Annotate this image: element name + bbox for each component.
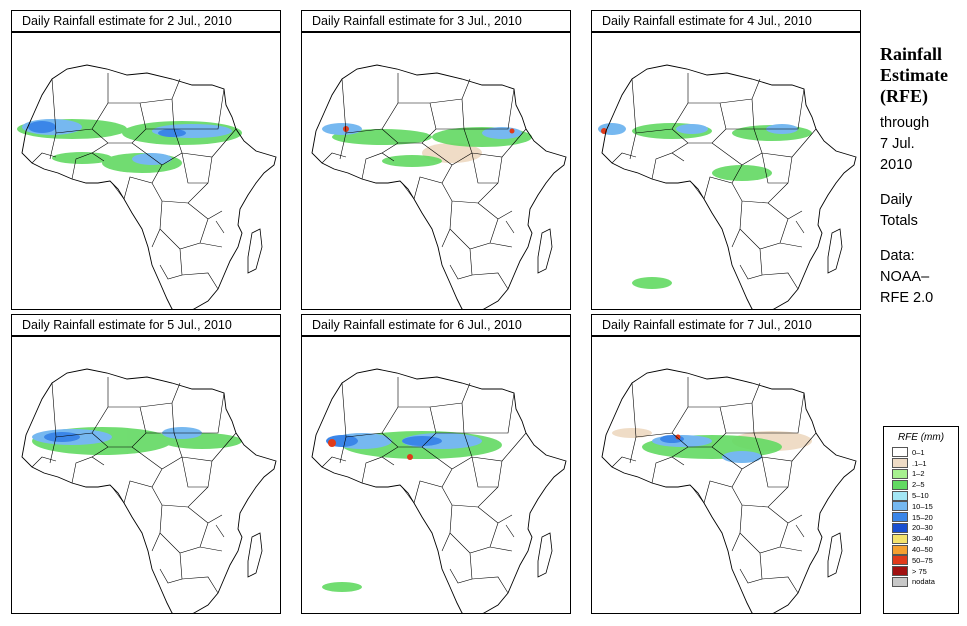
legend-label: 40–50: [912, 545, 933, 555]
panel-title: Daily Rainfall estimate for 4 Jul., 2010: [591, 10, 861, 32]
panel-title: Daily Rainfall estimate for 3 Jul., 2010: [301, 10, 571, 32]
legend-item: 30–40: [884, 533, 958, 544]
legend-item: 2–5: [884, 479, 958, 490]
rainfall-panel-jul-2: Daily Rainfall estimate for 2 Jul., 2010: [11, 10, 281, 310]
legend-swatch: [892, 447, 908, 458]
title-line-1: Rainfall: [880, 44, 943, 64]
rainfall-legend: RFE (mm) 0–1.1–1 1–2 2–5 5–10 10–15 15–20 20–3…: [883, 426, 959, 614]
rainfall-map: [591, 336, 861, 614]
legend-item: 15–20: [884, 512, 958, 523]
panel-title: Daily Rainfall estimate for 2 Jul., 2010: [11, 10, 281, 32]
legend-swatch: [892, 533, 908, 544]
legend-label: 2–5: [912, 480, 925, 490]
legend-swatch: [892, 490, 908, 501]
data-line-2: NOAA–: [880, 269, 930, 285]
legend-item: 0–1: [884, 447, 958, 458]
legend-label: 10–15: [912, 501, 933, 511]
legend-swatch: [892, 576, 908, 587]
through-line-2: 7 Jul.: [880, 136, 915, 152]
legend-item: 1–2: [884, 468, 958, 480]
legend-label: 15–20: [912, 512, 933, 522]
rainfall-panel-jul-4: Daily Rainfall estimate for 4 Jul., 2010: [591, 10, 861, 310]
legend-label: 0–1: [912, 447, 925, 457]
legend-swatch: [892, 468, 908, 479]
through-line-3: 2010: [880, 157, 913, 173]
rainfall-panel-jul-7: Daily Rainfall estimate for 7 Jul., 2010: [591, 314, 861, 614]
panel-title: Daily Rainfall estimate for 6 Jul., 2010: [301, 314, 571, 336]
rainfall-map: [591, 32, 861, 310]
legend-title: RFE (mm): [897, 432, 945, 443]
legend-swatch: [892, 501, 908, 512]
legend-swatch: [892, 544, 908, 555]
legend-item: 20–30: [884, 522, 958, 534]
legend-item: 40–50: [884, 544, 958, 555]
legend-items: 0–1.1–1 1–2 2–5 5–10 10–15 15–20 20–30 30–40 40–…: [884, 447, 958, 587]
legend-swatch: [892, 458, 908, 469]
daily-line-1: Daily: [880, 192, 913, 208]
legend-label: 30–40: [912, 534, 933, 544]
title-line-3: (RFE): [880, 86, 928, 106]
legend-label: .1–1: [912, 458, 927, 468]
legend-item: 5–10: [884, 490, 958, 501]
legend-item: 50–75: [884, 555, 958, 566]
through-line-1: through: [880, 115, 930, 131]
legend-item: nodata: [884, 576, 958, 588]
legend-label: 50–75: [912, 555, 933, 565]
rainfall-map: [301, 32, 571, 310]
legend-label: 20–30: [912, 523, 933, 533]
rainfall-map: [301, 336, 571, 614]
rainfall-panel-jul-5: Daily Rainfall estimate for 5 Jul., 2010: [11, 314, 281, 614]
panel-title: Daily Rainfall estimate for 5 Jul., 2010: [11, 314, 281, 336]
legend-swatch: [892, 555, 908, 566]
legend-label: 5–10: [912, 491, 929, 501]
legend-swatch: [892, 479, 908, 490]
legend-swatch: [892, 566, 908, 577]
legend-swatch: [892, 522, 908, 533]
title-line-2: Estimate: [880, 65, 948, 85]
daily-line-2: Totals: [880, 213, 918, 229]
legend-item: > 75: [884, 566, 958, 577]
legend-label: 1–2: [912, 469, 925, 479]
map-description: Rainfall Estimate (RFE) through 7 Jul. 2…: [880, 44, 965, 309]
rainfall-map: [11, 336, 281, 614]
rainfall-panel-jul-6: Daily Rainfall estimate for 6 Jul., 2010: [301, 314, 571, 614]
legend-label: > 75: [912, 566, 927, 576]
legend-swatch: [892, 512, 908, 523]
rainfall-map: [11, 32, 281, 310]
data-line-3: RFE 2.0: [880, 290, 934, 306]
legend-label: nodata: [912, 577, 935, 587]
rainfall-panel-jul-3: Daily Rainfall estimate for 3 Jul., 2010: [301, 10, 571, 310]
panel-title: Daily Rainfall estimate for 7 Jul., 2010: [591, 314, 861, 336]
data-line-1: Data:: [880, 248, 915, 264]
legend-item: .1–1: [884, 458, 958, 469]
legend-item: 10–15: [884, 501, 958, 512]
